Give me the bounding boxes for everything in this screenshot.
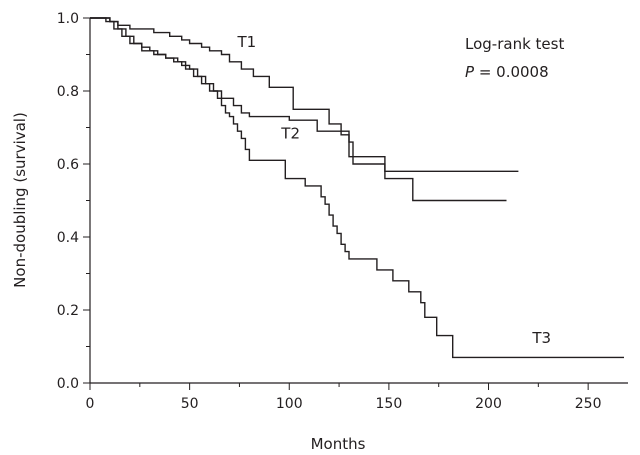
logrank-title: Log-rank test — [465, 35, 564, 53]
x-tick-label: 0 — [86, 396, 95, 412]
p-value: = 0.0008 — [474, 63, 549, 81]
survival-curve-t3 — [90, 17, 624, 359]
y-tick-label: 0.8 — [57, 84, 79, 100]
x-axis-title: Months — [311, 435, 366, 453]
x-tick-label: 200 — [475, 396, 502, 412]
p-symbol: P — [465, 63, 475, 81]
y-tick-label: 0.0 — [57, 376, 79, 392]
y-tick-label: 0.6 — [57, 157, 79, 173]
x-tick-label: 150 — [376, 396, 403, 412]
y-tick-label: 0.2 — [57, 303, 79, 319]
plot-area: 0 50 100 150 200 250 0.0 0.2 0.4 0.6 0.8 1.0 T1 T2 T3 — [57, 11, 628, 412]
logrank-annotation: Log-rank test P = 0.0008 — [465, 35, 564, 81]
logrank-pvalue: P = 0.0008 — [465, 63, 549, 81]
series-label-t2: T2 — [280, 124, 300, 142]
x-tick-label: 100 — [276, 396, 303, 412]
x-tick-label: 50 — [181, 396, 199, 412]
survival-curve-t1 — [90, 17, 519, 172]
series-label-t3: T3 — [531, 329, 551, 347]
y-tick-label: 0.4 — [57, 230, 79, 246]
y-tick-label: 1.0 — [57, 11, 79, 27]
x-tick-label: 250 — [575, 396, 602, 412]
y-axis-title: Non-doubling (survival) — [11, 112, 29, 288]
series-label-t1: T1 — [236, 33, 256, 51]
